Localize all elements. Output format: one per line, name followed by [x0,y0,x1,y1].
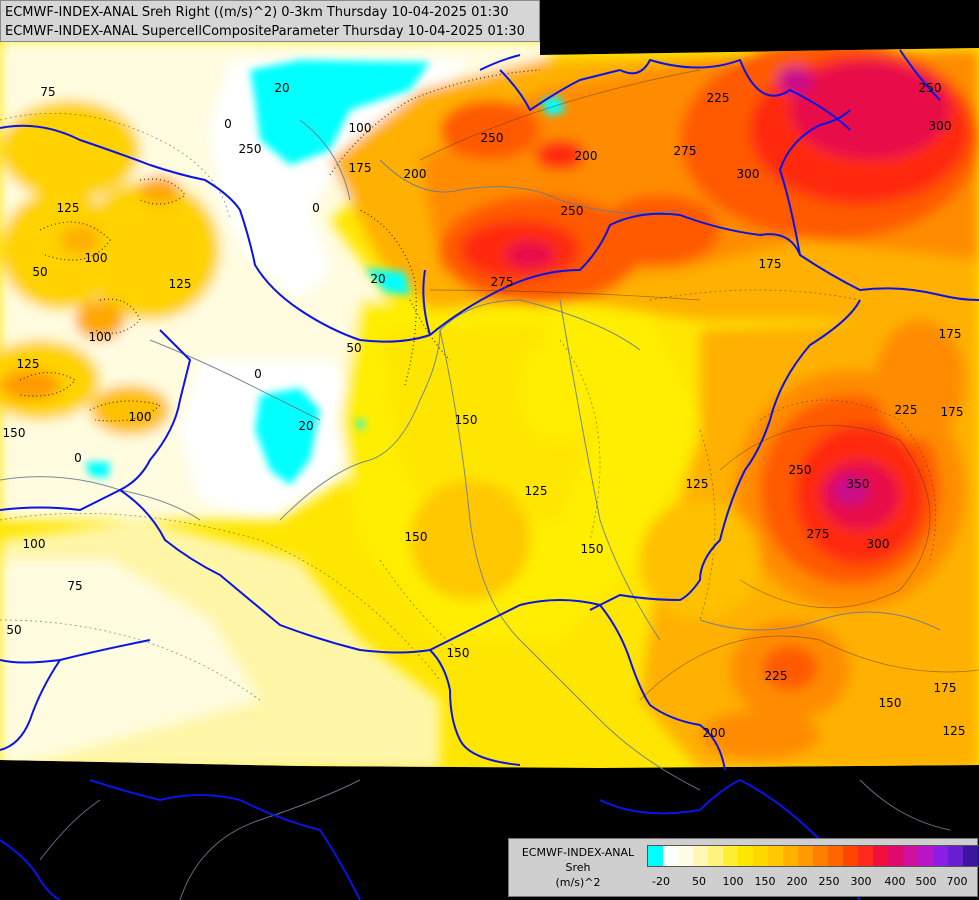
contour-label: 100 [85,251,108,265]
contour-label: 350 [847,477,870,491]
legend-param: Sreh [565,861,591,874]
contour-label: 150 [3,426,26,440]
legend-model: ECMWF-INDEX-ANAL [521,846,635,859]
colorbar-tick-label: 150 [754,875,776,888]
contour-label: 175 [759,257,782,271]
contour-label: 200 [703,726,726,740]
contour-label: 200 [575,149,598,163]
contour-label: 175 [934,681,957,695]
contour-label: 75 [67,579,82,593]
contour-label: 100 [23,537,46,551]
colorbar-swatch [903,846,918,866]
title-line-scp: ECMWF-INDEX-ANAL SupercellCompositeParam… [5,24,525,39]
contour-label: 150 [581,542,604,556]
contour-label: 150 [447,646,470,660]
colorbar-swatch [963,846,978,866]
contour-label: 225 [707,91,730,105]
contour-label: 225 [895,403,918,417]
colorbar-ticks: -20 50 100 150 200 250 300 400 500 700 [647,875,977,891]
contour-label: 50 [6,623,21,637]
colorbar-tick-label: 300 [850,875,872,888]
contour-label: 125 [17,357,40,371]
contour-label: 250 [239,142,262,156]
contour-label: 50 [346,341,361,355]
contour-label: 125 [525,484,548,498]
contour-label: 250 [481,131,504,145]
colorbar-swatch [813,846,828,866]
contour-label: 0 [312,201,320,215]
colorbar-swatch [663,846,678,866]
contour-label: 250 [561,204,584,218]
colorbar-swatch [888,846,903,866]
colorbar-swatch [783,846,798,866]
colorbar-tick-label: 100 [722,875,744,888]
colorbar-swatch [843,846,858,866]
contour-label: 275 [491,275,514,289]
colorbar-swatch [918,846,933,866]
colorbar-swatches [647,845,979,867]
colorbar-swatch [768,846,783,866]
contour-label: 175 [349,161,372,175]
colorbar-tick-label: -20 [652,875,670,888]
colorbar-tick-label: 50 [692,875,706,888]
colorbar-swatch [828,846,843,866]
country-borders [0,49,979,900]
colorbar-swatch [708,846,723,866]
contour-label: 125 [686,477,709,491]
colorbar-tick-label: 200 [786,875,808,888]
colorbar-tick-label: 250 [818,875,840,888]
colorbar-tick-label: 700 [946,875,968,888]
contour-label: 0 [224,117,232,131]
contour-label: 100 [349,121,372,135]
legend-caption: ECMWF-INDEX-ANAL Sreh (m/s)^2 [513,845,643,890]
legend-unit: (m/s)^2 [555,876,601,889]
contour-label: 0 [74,451,82,465]
contour-label: 200 [404,167,427,181]
colorbar-swatch [858,846,873,866]
contour-label: 100 [129,410,152,424]
contour-label: 75 [40,85,55,99]
colorbar-swatch [798,846,813,866]
colorbar-swatch [723,846,738,866]
contour-label: 175 [941,405,964,419]
contour-label: 125 [57,201,80,215]
contour-label: 250 [789,463,812,477]
colorbar-swatch [648,846,663,866]
contour-label: 0 [254,367,262,381]
contour-label: 20 [274,81,289,95]
map-title-box: ECMWF-INDEX-ANAL Sreh Right ((m/s)^2) 0-… [0,0,540,42]
contour-label: 100 [89,330,112,344]
contour-label: 20 [298,419,313,433]
colorbar-swatch [948,846,963,866]
colorbar-legend: ECMWF-INDEX-ANAL Sreh (m/s)^2 -20 50 100 15… [508,838,979,897]
contour-label: 275 [807,527,830,541]
contour-label: 125 [943,724,966,738]
contour-label: 150 [405,530,428,544]
contour-label: 300 [737,167,760,181]
colorbar-tick-label: 500 [915,875,937,888]
colorbar-swatch [873,846,888,866]
colorbar-swatch [678,846,693,866]
contour-label: 175 [939,327,962,341]
colorbar-swatch [693,846,708,866]
contour-lines-solid [419,69,979,701]
colorbar-swatch [738,846,753,866]
contour-label: 225 [765,669,788,683]
contour-label: 50 [32,265,47,279]
contour-label: 150 [879,696,902,710]
contour-label: 300 [867,537,890,551]
contour-label: 300 [929,119,952,133]
contour-label: 250 [919,81,942,95]
title-line-srh: ECMWF-INDEX-ANAL Sreh Right ((m/s)^2) 0-… [5,5,509,20]
colorbar-tick-label: 400 [884,875,906,888]
contour-label: 275 [674,144,697,158]
contour-label: 150 [455,413,478,427]
contour-label: 20 [370,272,385,286]
contour-label: 125 [169,277,192,291]
colorbar-swatch [933,846,948,866]
colorbar-swatch [753,846,768,866]
